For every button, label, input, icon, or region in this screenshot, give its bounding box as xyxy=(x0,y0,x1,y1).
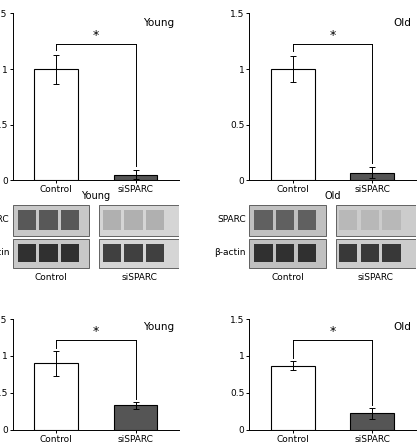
Text: β-actin: β-actin xyxy=(214,248,246,257)
Bar xyxy=(297,244,316,262)
FancyBboxPatch shape xyxy=(99,206,179,236)
Bar xyxy=(271,365,315,430)
Bar xyxy=(114,175,158,180)
Bar xyxy=(102,244,121,262)
FancyBboxPatch shape xyxy=(336,238,416,268)
Text: Control: Control xyxy=(271,273,304,282)
Text: Control: Control xyxy=(34,273,67,282)
Text: *: * xyxy=(93,29,99,42)
Bar xyxy=(254,210,273,230)
Bar xyxy=(361,210,379,230)
Bar xyxy=(350,413,394,430)
Text: siSPARC: siSPARC xyxy=(358,273,394,282)
Bar xyxy=(124,210,142,230)
FancyBboxPatch shape xyxy=(249,206,326,236)
Bar xyxy=(254,244,273,262)
Text: Old: Old xyxy=(393,18,411,28)
Text: Young: Young xyxy=(81,191,110,202)
FancyBboxPatch shape xyxy=(336,206,416,236)
Bar xyxy=(34,363,78,430)
Bar xyxy=(18,244,36,262)
FancyBboxPatch shape xyxy=(13,206,89,236)
Text: SPARC: SPARC xyxy=(0,215,9,224)
FancyBboxPatch shape xyxy=(99,238,179,268)
Text: Young: Young xyxy=(143,323,174,332)
Bar xyxy=(339,244,357,262)
Bar xyxy=(276,244,294,262)
Bar xyxy=(383,210,401,230)
Bar xyxy=(350,173,394,180)
Text: *: * xyxy=(93,325,99,338)
FancyBboxPatch shape xyxy=(13,238,89,268)
Bar xyxy=(18,210,36,230)
Text: *: * xyxy=(329,325,336,338)
Bar xyxy=(124,244,142,262)
Bar xyxy=(361,244,379,262)
Bar xyxy=(39,210,58,230)
Text: Old: Old xyxy=(393,323,411,332)
Text: Young: Young xyxy=(143,18,174,28)
Bar xyxy=(61,210,79,230)
Bar xyxy=(383,244,401,262)
Text: SPARC: SPARC xyxy=(217,215,246,224)
Bar xyxy=(146,244,164,262)
Text: β-actin: β-actin xyxy=(0,248,9,257)
Bar xyxy=(146,210,164,230)
Bar xyxy=(276,210,294,230)
Bar xyxy=(61,244,79,262)
Bar xyxy=(34,69,78,180)
Bar xyxy=(339,210,357,230)
Text: Old: Old xyxy=(324,191,341,202)
Text: *: * xyxy=(329,29,336,42)
Bar xyxy=(114,405,158,430)
Bar xyxy=(39,244,58,262)
Bar xyxy=(271,69,315,180)
Text: siSPARC: siSPARC xyxy=(121,273,157,282)
Bar xyxy=(297,210,316,230)
FancyBboxPatch shape xyxy=(249,238,326,268)
Bar xyxy=(102,210,121,230)
